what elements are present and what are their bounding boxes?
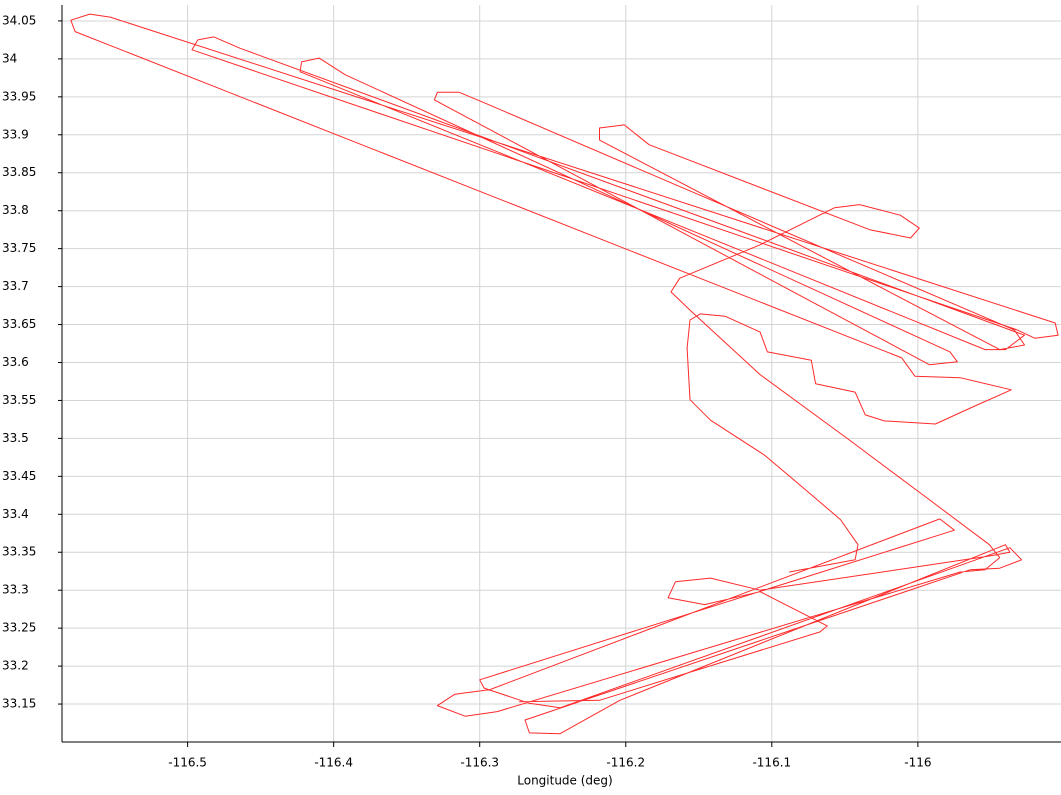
y-tick-label: 33.25: [2, 621, 36, 635]
x-tick-label: -116.2: [606, 756, 645, 770]
y-tick-label: 33.4: [2, 507, 29, 521]
y-tick-label: 34: [2, 51, 17, 65]
y-tick-label: 33.75: [2, 241, 36, 255]
y-tick-label: 33.3: [2, 583, 29, 597]
x-axis-label: Longitude (deg): [517, 774, 612, 788]
y-tick-label: 33.65: [2, 317, 36, 331]
y-tick-label: 34.05: [2, 13, 36, 27]
x-tick-label: -116.3: [460, 756, 499, 770]
y-tick-label: 33.95: [2, 89, 36, 103]
y-tick-label: 33.45: [2, 469, 36, 483]
y-tick-label: 33.8: [2, 203, 29, 217]
y-tick-label: 33.15: [2, 697, 36, 711]
y-tick-label: 33.6: [2, 355, 29, 369]
y-tick-label: 33.2: [2, 659, 29, 673]
y-tick-label: 33.85: [2, 165, 36, 179]
x-tick-label: -116.4: [314, 756, 353, 770]
y-tick-label: 33.5: [2, 431, 29, 445]
y-tick-label: 33.7: [2, 279, 29, 293]
y-tick-label: 33.35: [2, 545, 36, 559]
track-line: [70, 13, 1059, 735]
x-tick-label: -116.5: [168, 756, 207, 770]
y-tick-label: 33.9: [2, 127, 29, 141]
y-tick-label: 33.55: [2, 393, 36, 407]
x-tick-label: -116: [904, 756, 931, 770]
x-tick-label: -116.1: [752, 756, 791, 770]
